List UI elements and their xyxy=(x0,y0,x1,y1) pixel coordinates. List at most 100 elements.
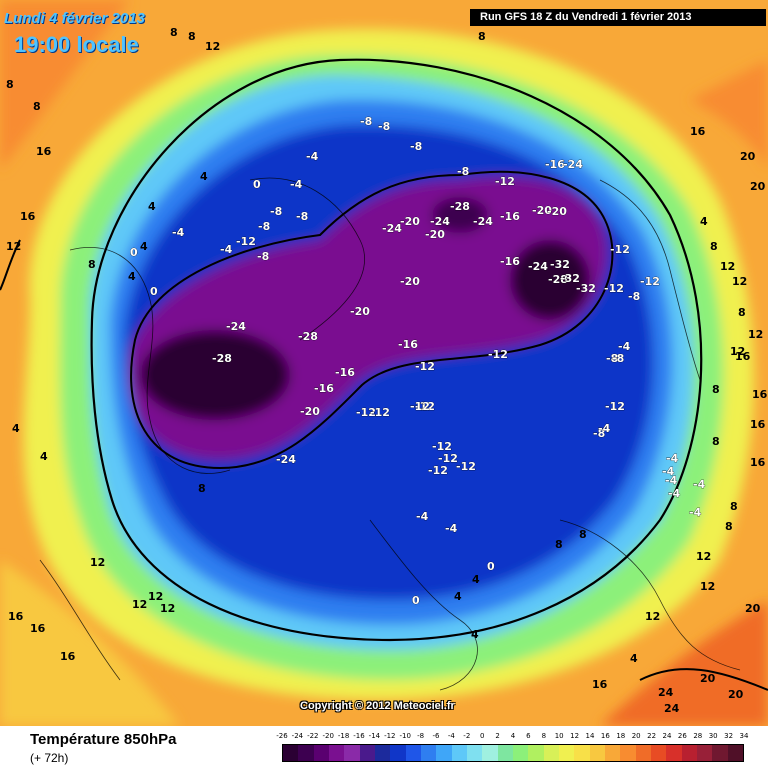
isotherm-value-label: -4 xyxy=(666,452,679,465)
isotherm-value-label: 8 xyxy=(555,538,563,551)
scale-swatch xyxy=(635,745,651,761)
isotherm-value-label: 0 xyxy=(487,560,495,573)
isotherm-value-label: 16 xyxy=(20,210,36,223)
scale-swatch xyxy=(681,745,697,761)
isotherm-value-label: 8 xyxy=(710,240,718,253)
isotherm-value-label: -12 xyxy=(640,275,660,288)
scale-swatch xyxy=(482,745,498,761)
isotherm-value-label: -32 xyxy=(550,258,570,271)
isotherm-value-label: 16 xyxy=(30,622,46,635)
zero-isotherm xyxy=(90,58,703,642)
isotherm-value-label: -24 xyxy=(276,453,296,466)
scale-tick-label: 10 xyxy=(554,732,564,740)
field-title: Température 850hPa xyxy=(30,731,177,748)
scale-swatch xyxy=(451,745,467,761)
isotherm-value-label: -8 xyxy=(593,427,605,440)
isotherm-value-label: -24 xyxy=(382,222,402,235)
isotherm-value-label: 12 xyxy=(132,598,147,611)
isotherm-value-label: 12 xyxy=(205,40,220,53)
isotherm-value-label: 16 xyxy=(60,650,76,663)
isotherm-value-label: 12 xyxy=(732,275,747,288)
scale-tick-label: 2 xyxy=(495,732,500,740)
isotherm-value-label: -12 xyxy=(610,243,630,256)
isotherm-value-label: -20 xyxy=(400,275,420,288)
isotherm-value-label: 4 xyxy=(454,590,462,603)
scale-tick-label: 24 xyxy=(662,732,672,740)
scale-swatch xyxy=(589,745,605,761)
minus20-isotherm xyxy=(130,170,614,470)
isotherm-value-label: 12 xyxy=(700,580,715,593)
isotherm-value-label: 16 xyxy=(592,678,608,691)
scale-swatch xyxy=(696,745,713,761)
isotherm-value-label: -28 xyxy=(548,273,568,286)
isotherm-value-label: -24 xyxy=(473,215,493,228)
valid-date: Lundi 4 février 2013 xyxy=(4,10,145,27)
isotherm-value-label: -4 xyxy=(662,465,675,478)
isotherm-value-label: 8 xyxy=(738,306,746,319)
isotherm-value-label: -12 xyxy=(236,235,256,248)
isotherm-value-label: -32 xyxy=(560,272,580,285)
isotherm-value-label: -20 xyxy=(300,405,320,418)
isotherm-value-label: -12 xyxy=(428,464,448,477)
scale-tick-label: 26 xyxy=(677,732,687,740)
isotherm-value-label: -8 xyxy=(360,115,372,128)
scale-tick-label: -22 xyxy=(307,732,319,740)
isotherm-value-label: -16 xyxy=(500,210,520,223)
isotherm-value-label: 16 xyxy=(750,418,766,431)
isotherm-value-label: -24 xyxy=(226,320,246,333)
isotherm-value-label: -4 xyxy=(665,474,678,487)
isotherm-value-label: 20 xyxy=(745,602,761,615)
scale-swatch xyxy=(512,745,529,761)
isotherm-value-label: -4 xyxy=(290,178,303,191)
isotherm-value-label: -4 xyxy=(618,340,631,353)
scale-tick-label: -24 xyxy=(291,732,304,740)
run-info: Run GFS 18 Z du Vendredi 1 février 2013 xyxy=(470,9,766,26)
color-scale xyxy=(282,744,744,762)
scale-tick-label: 34 xyxy=(739,732,749,740)
isotherm-value-label: -20 xyxy=(532,204,552,217)
isotherm-value-label: 12 xyxy=(730,345,745,358)
scale-tick-label: -16 xyxy=(353,732,365,740)
isotherm-value-label: -8 xyxy=(258,220,270,233)
isotherm-value-label: -4 xyxy=(416,510,429,523)
scale-swatch xyxy=(328,745,345,761)
scale-swatch xyxy=(666,745,682,761)
scale-swatch xyxy=(604,745,621,761)
forecast-range: (+ 72h) xyxy=(30,751,69,765)
isotherm-value-label: -28 xyxy=(298,330,318,343)
isotherm-value-label: -28 xyxy=(212,352,232,365)
scale-swatch xyxy=(436,745,452,761)
isotherm-value-label: 8 xyxy=(725,520,733,533)
isotherm-value-label: -20 xyxy=(547,205,567,218)
isotherm-value-label: 8 xyxy=(712,435,720,448)
isotherm-value-label: -16 xyxy=(545,158,565,171)
scale-swatch xyxy=(650,745,667,761)
isotherm-value-label: 4 xyxy=(128,270,136,283)
isotherm-value-label: 24 xyxy=(664,702,680,715)
isotherm-value-label: -4 xyxy=(172,226,185,239)
isotherm-value-label: -8 xyxy=(270,205,282,218)
scale-tick-label: 22 xyxy=(647,732,657,740)
scale-swatch xyxy=(298,745,314,761)
isotherm-value-label: -12 xyxy=(605,400,625,413)
scale-swatch xyxy=(620,745,636,761)
scale-tick-label: -6 xyxy=(432,732,440,740)
coastlines xyxy=(39,177,741,691)
isotherm-value-label: 4 xyxy=(148,200,156,213)
scale-swatch xyxy=(390,745,406,761)
scale-tick-label: -14 xyxy=(368,732,381,740)
isotherm-value-label: -12 xyxy=(432,440,452,453)
isotherm-value-label: 12 xyxy=(645,610,660,623)
isotherm-value-label: -24 xyxy=(430,215,450,228)
isotherm-value-label: 8 xyxy=(478,30,486,43)
isotherm-value-label: 4 xyxy=(40,450,48,463)
scale-swatch xyxy=(313,745,329,761)
scale-swatch xyxy=(420,745,437,761)
temperature-field xyxy=(0,0,768,726)
scale-tick-label: 32 xyxy=(724,732,734,740)
scale-tick-label: 12 xyxy=(570,732,580,740)
isotherm-value-label: 0 xyxy=(412,594,420,607)
copyright: Copyright © 2012 Meteociel.fr xyxy=(300,700,455,712)
